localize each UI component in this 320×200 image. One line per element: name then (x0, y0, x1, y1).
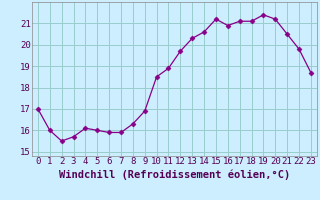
X-axis label: Windchill (Refroidissement éolien,°C): Windchill (Refroidissement éolien,°C) (59, 169, 290, 180)
